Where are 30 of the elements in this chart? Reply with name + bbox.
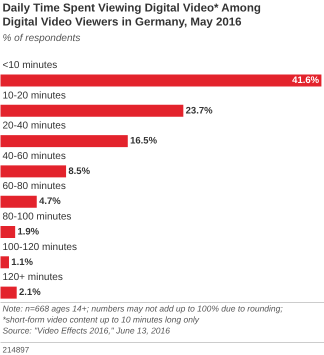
data-label: 4.7% [39, 196, 62, 208]
y-tick-label: 80-100 minutes [2, 212, 72, 222]
bar [0, 74, 322, 86]
bar [0, 104, 184, 117]
text: *short-form video content up to 10 minutes long only [2, 314, 200, 324]
y-tick-label: 40-60 minutes [2, 150, 66, 162]
bar [0, 286, 17, 299]
data-label: 2.1% [19, 287, 42, 298]
data-label: 23.7% [186, 105, 214, 116]
bar [0, 165, 66, 178]
bar [0, 135, 128, 148]
chart-subtitle: % of respondents [2, 33, 80, 44]
y-tick-label: <10 minutes [2, 60, 58, 71]
y-tick-label: 120+ minutes [2, 272, 63, 284]
bar [0, 196, 37, 208]
bar [0, 226, 16, 238]
y-tick-label: 100-120 minutes [2, 242, 77, 253]
y-tick-label: 60-80 minutes [2, 181, 66, 192]
chart-title: Daily Time Spent Viewing Digital Video* Among Digital Video Viewers in Germany, May 2016 [2, 2, 261, 28]
text: 214897 [2, 346, 30, 354]
text: Note: n=668 ages 14+; numbers may not add up to 100% due to rounding; [2, 304, 284, 314]
source-note: Source: "Video Effects 2016," June 13, 2016 [2, 326, 170, 336]
y-tick-label: 10-20 minutes [2, 90, 66, 102]
bar [0, 256, 9, 268]
data-label: 8.5% [68, 166, 91, 177]
data-label: 1.9% [17, 226, 40, 238]
data-label: 1.1% [11, 256, 34, 268]
data-label: 41.6% [292, 75, 320, 86]
data-label: 16.5% [130, 136, 158, 147]
y-tick-label: 20-40 minutes [2, 120, 66, 132]
